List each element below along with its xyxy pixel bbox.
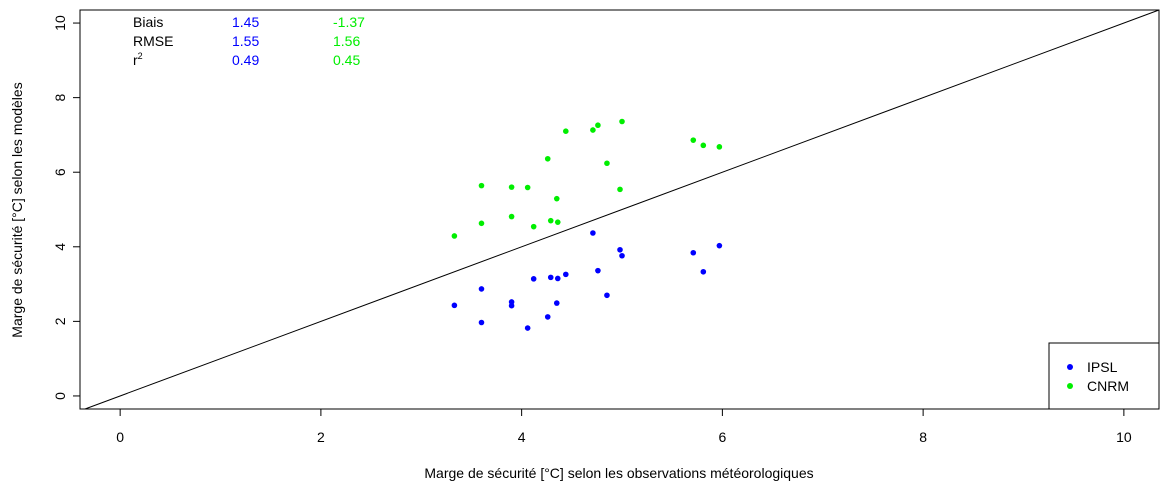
stats-table: Biais RMSE r2 1.45 1.55 0.49 -1.37 1.56 … [133,14,365,68]
data-point-ipsl [547,274,554,281]
stat-ipsl-r2: 0.49 [232,52,259,68]
y-tick-label: 4 [52,243,68,251]
data-point-ipsl [524,325,531,331]
data-point-cnrm [530,223,537,230]
data-point-cnrm [590,127,596,133]
data-point-ipsl [530,276,537,282]
y-tick-label: 10 [52,15,68,31]
data-point-ipsl [700,268,707,275]
data-point-cnrm [544,155,551,162]
data-point-ipsl [553,300,560,306]
data-point-ipsl [604,292,610,299]
y-tick-label: 0 [52,392,68,400]
data-point-cnrm [508,213,515,220]
data-point-cnrm [451,233,458,239]
legend-label-cnrm: CNRM [1087,378,1129,394]
data-point-cnrm [619,118,625,125]
legend-box [1048,342,1160,410]
legend-label-ipsl: IPSL [1087,359,1118,375]
data-point-ipsl [595,267,601,274]
x-axis-title: Marge de sécurité [°C] selon les observa… [424,465,813,481]
data-point-ipsl [617,246,623,253]
stat-label-biais: Biais [133,14,163,30]
x-tick-label: 0 [116,429,124,445]
x-tick-label: 6 [718,429,726,445]
x-tick-label: 2 [317,429,325,445]
stat-cnrm-rmse: 1.56 [333,33,360,49]
data-point-cnrm [716,144,723,150]
stat-cnrm-r2: 0.45 [333,52,360,68]
data-point-cnrm [563,128,569,134]
data-points [451,118,723,331]
y-tick-label: 8 [52,94,68,102]
stat-label-rmse: RMSE [133,33,173,49]
data-point-cnrm [547,217,554,224]
y-tick-label: 2 [52,317,68,325]
stat-ipsl-rmse: 1.55 [232,33,259,49]
x-tick-label: 8 [919,429,927,445]
data-point-cnrm [478,182,485,189]
stat-cnrm-biais: -1.37 [333,14,365,30]
y-axis-title: Marge de sécurité [°C] selon les modèles [9,82,25,337]
legend: IPSL CNRM [1048,342,1160,410]
data-point-cnrm [700,142,707,149]
legend-marker-ipsl [1067,364,1073,370]
x-tick-label: 10 [1116,429,1132,445]
legend-marker-cnrm [1067,383,1073,389]
data-point-cnrm [478,220,485,227]
data-point-ipsl [563,271,569,278]
data-point-ipsl [478,319,485,326]
data-point-ipsl [544,314,551,320]
data-point-ipsl [690,249,697,256]
data-point-cnrm [690,137,697,143]
data-point-cnrm [595,122,601,129]
data-point-cnrm [524,184,531,191]
data-point-cnrm [508,184,515,190]
stat-label-r2: r2 [133,51,143,68]
data-point-ipsl [619,252,625,259]
data-point-cnrm [553,195,560,202]
y-axis: 0 2 4 6 8 10 [52,15,81,400]
y-tick-label: 6 [52,168,68,176]
data-point-ipsl [478,286,485,292]
x-axis: 0 2 4 6 8 10 [116,408,1132,445]
data-point-ipsl [590,230,596,236]
data-point-cnrm [617,186,623,193]
x-tick-label: 4 [518,429,526,445]
data-point-cnrm [554,219,561,225]
data-point-ipsl [554,275,561,282]
stat-ipsl-biais: 1.45 [232,14,259,30]
reference-line-y-equals-x [84,9,1160,410]
data-point-ipsl [716,242,723,249]
data-point-ipsl [451,302,458,309]
data-point-cnrm [604,160,610,167]
data-point-ipsl [508,302,515,309]
